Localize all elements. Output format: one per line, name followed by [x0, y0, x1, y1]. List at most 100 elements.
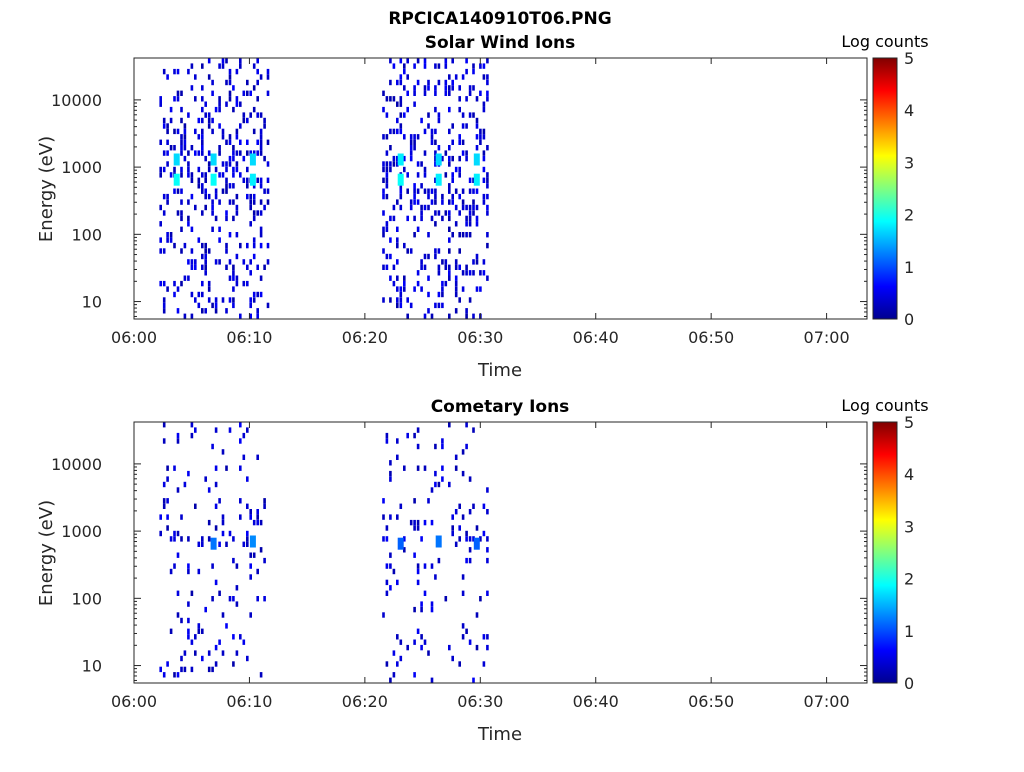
heatmap-cell [472, 68, 475, 75]
heatmap-cell [441, 259, 444, 265]
heatmap-cell [214, 427, 218, 433]
heatmap-cell [246, 90, 249, 96]
heatmap-cell [486, 536, 489, 542]
heatmap-cell [461, 150, 465, 156]
heatmap-cell [180, 166, 183, 173]
heatmap-cell [162, 302, 166, 309]
heatmap-cell [239, 123, 242, 129]
heatmap-cell [396, 286, 399, 292]
heatmap-cell [201, 172, 204, 178]
heatmap-cell [468, 297, 472, 303]
heatmap-cell [472, 204, 475, 211]
heatmap-cell [162, 672, 166, 678]
heatmap-cell [482, 166, 486, 173]
heatmap-cell [468, 557, 472, 564]
heatmap-cell [256, 150, 259, 156]
heatmap-cell [246, 139, 249, 145]
heatmap-cell [451, 79, 454, 86]
heatmap-peak [435, 173, 442, 186]
heatmap-cell [441, 280, 444, 287]
heatmap-cell [176, 530, 180, 537]
colorbar-tick-label: 3 [904, 517, 914, 536]
heatmap-cell [211, 204, 214, 211]
heatmap-cell [389, 128, 392, 135]
heatmap-cell [187, 150, 190, 156]
heatmap-cell [416, 465, 420, 471]
colorbar-tick-label: 1 [904, 622, 914, 641]
heatmap-cell [486, 590, 489, 596]
heatmap-cell [259, 183, 263, 189]
heatmap-cell [252, 150, 256, 156]
heatmap-cell [249, 514, 252, 520]
heatmap-cell [479, 134, 482, 140]
heatmap-cell [461, 270, 465, 276]
heatmap-cell [472, 199, 475, 205]
heatmap-cell [256, 313, 259, 319]
plot-frame [133, 57, 868, 320]
heatmap-cell [173, 188, 176, 194]
heatmap-cell [399, 291, 403, 298]
heatmap-cell [465, 422, 468, 428]
heatmap-cell [259, 199, 263, 205]
heatmap-cell [232, 106, 235, 113]
heatmap-cell [218, 259, 221, 265]
heatmap-cell [218, 199, 221, 205]
heatmap-cell [396, 79, 399, 86]
heatmap-cell [159, 101, 162, 107]
heatmap-cell [166, 286, 169, 292]
heatmap-cell [427, 291, 430, 298]
heatmap-cell [259, 226, 263, 232]
heatmap-cell [416, 519, 420, 526]
x-axis-label: Time [477, 724, 522, 745]
heatmap-cell [239, 514, 242, 520]
heatmap-cell [406, 106, 409, 113]
heatmap-cell [434, 139, 437, 145]
colorbar-ticks: 0 1 2 3 4 5 [904, 413, 914, 693]
heatmap-cell [190, 639, 194, 645]
heatmap-cell [434, 150, 437, 156]
heatmap-cell [225, 183, 228, 189]
heatmap-cell [416, 79, 420, 86]
heatmap-cell [392, 215, 396, 222]
heatmap-cell [162, 297, 166, 303]
heatmap-cell [482, 134, 486, 140]
colorbar-tick-label: 4 [904, 101, 914, 120]
heatmap-cell [204, 606, 207, 613]
heatmap-cell [201, 63, 204, 69]
heatmap-cell [256, 210, 259, 216]
heatmap-cell [204, 101, 207, 107]
heatmap-cell [246, 79, 249, 86]
heatmap-cell [169, 106, 173, 113]
heatmap-cell [420, 204, 423, 211]
heatmap-cell [427, 85, 430, 91]
heatmap-cell [472, 427, 475, 433]
y-axis-label: Energy (eV) [36, 136, 57, 242]
heatmap-cell [475, 259, 479, 265]
heatmap-cell [396, 161, 399, 167]
heatmap-cell [468, 270, 472, 276]
heatmap-cell [225, 139, 228, 145]
heatmap-cell [437, 481, 441, 488]
heatmap-cell [385, 112, 389, 118]
heatmap-cell [458, 193, 461, 200]
heatmap-cell [207, 74, 211, 80]
heatmap-cell [197, 150, 201, 156]
heatmap-cell [176, 210, 180, 216]
heatmap-cell [454, 286, 458, 292]
heatmap-cell [211, 443, 214, 450]
heatmap-cell [451, 193, 454, 200]
heatmap-cell [214, 308, 218, 314]
heatmap-cell [259, 242, 263, 249]
heatmap-cell [197, 177, 201, 183]
heatmap-cell [263, 498, 266, 504]
heatmap-cell [204, 188, 207, 194]
heatmap-cell [183, 650, 187, 656]
heatmap-cell [201, 280, 204, 287]
heatmap-cell [263, 503, 266, 509]
heatmap-cell [406, 432, 409, 439]
heatmap-cell [399, 96, 403, 102]
colorbar-tick-label: 4 [904, 465, 914, 484]
heatmap-cell [465, 443, 468, 450]
heatmap-cell [475, 123, 479, 129]
heatmap-cell [430, 128, 434, 135]
